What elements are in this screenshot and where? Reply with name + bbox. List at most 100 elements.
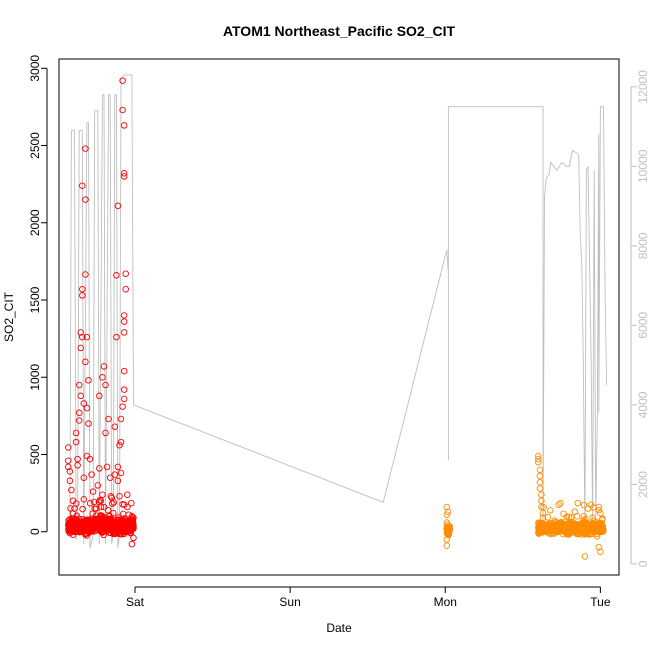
data-point bbox=[110, 499, 118, 506]
data-point bbox=[119, 510, 127, 518]
data-point bbox=[581, 553, 589, 560]
data-point bbox=[80, 525, 87, 533]
data-point bbox=[562, 518, 570, 525]
data-point bbox=[580, 512, 588, 520]
data-point bbox=[565, 513, 573, 521]
data-point bbox=[100, 363, 108, 370]
altitude-line bbox=[69, 74, 608, 549]
data-point bbox=[89, 488, 97, 495]
data-point bbox=[545, 527, 552, 535]
data-point bbox=[67, 527, 74, 535]
data-point bbox=[120, 122, 128, 129]
series-layer bbox=[65, 77, 607, 560]
y-tick-label: 3000 bbox=[28, 55, 42, 82]
data-point bbox=[99, 374, 106, 381]
data-point bbox=[114, 477, 122, 485]
data-point bbox=[83, 404, 91, 412]
data-point bbox=[567, 514, 575, 521]
x-tick-label: Sun bbox=[279, 595, 300, 609]
data-point bbox=[82, 145, 89, 152]
data-point bbox=[114, 463, 122, 471]
data-point bbox=[536, 466, 544, 474]
data-point bbox=[80, 496, 88, 503]
x-tick-label: Tue bbox=[590, 595, 611, 609]
data-point bbox=[100, 517, 108, 524]
y2-tick-label: 8000 bbox=[636, 232, 650, 259]
data-point bbox=[82, 196, 89, 203]
data-point bbox=[94, 482, 102, 489]
data-point bbox=[555, 501, 562, 508]
data-point bbox=[121, 501, 128, 508]
y2-tick-label: 12000 bbox=[636, 70, 650, 104]
data-point bbox=[116, 492, 123, 500]
data-point bbox=[536, 529, 543, 536]
x-tick-label: Sat bbox=[126, 595, 145, 609]
data-point bbox=[82, 271, 89, 278]
data-point bbox=[73, 500, 80, 507]
data-point bbox=[538, 491, 545, 498]
y-tick-label: 2500 bbox=[28, 132, 42, 159]
data-point bbox=[580, 526, 588, 533]
data-point bbox=[120, 312, 128, 319]
data-point bbox=[82, 358, 89, 366]
data-point bbox=[90, 498, 98, 506]
data-point bbox=[579, 526, 587, 534]
data-point bbox=[97, 503, 105, 511]
data-point bbox=[120, 367, 128, 375]
data-point bbox=[128, 540, 136, 548]
data-point bbox=[72, 429, 80, 437]
y2-tick-label: 2000 bbox=[636, 471, 650, 498]
altitude-line-layer bbox=[69, 74, 608, 549]
data-point bbox=[91, 516, 99, 523]
data-point bbox=[573, 530, 581, 538]
data-point bbox=[120, 170, 128, 177]
data-point bbox=[67, 505, 74, 512]
data-point bbox=[119, 403, 126, 410]
data-point bbox=[113, 272, 120, 279]
data-point bbox=[68, 486, 75, 494]
data-point bbox=[580, 501, 588, 509]
data-point bbox=[77, 329, 84, 336]
data-point bbox=[102, 429, 109, 437]
data-point bbox=[120, 173, 128, 180]
data-point bbox=[536, 485, 544, 492]
series-1 bbox=[65, 77, 137, 548]
data-point bbox=[596, 521, 604, 529]
data-point bbox=[444, 508, 452, 516]
data-point bbox=[117, 438, 125, 446]
y2-tick-label: 10000 bbox=[636, 149, 650, 183]
data-point bbox=[538, 497, 545, 505]
data-point bbox=[77, 392, 84, 400]
y-axis-label: SO2_CIT bbox=[2, 291, 16, 342]
data-point bbox=[111, 471, 119, 478]
data-point bbox=[85, 420, 92, 427]
data-point bbox=[445, 528, 453, 535]
data-point bbox=[89, 510, 96, 517]
data-point bbox=[124, 491, 131, 498]
data-point bbox=[574, 499, 582, 507]
data-point bbox=[83, 333, 91, 341]
data-point bbox=[550, 522, 557, 529]
axes-layer: 0 500 1000 1500 2000 2500 3000 0 2000 4000 6000 800… bbox=[28, 55, 650, 609]
y-tick-label: 1000 bbox=[28, 364, 42, 391]
data-point bbox=[567, 527, 574, 534]
series-2 bbox=[443, 452, 607, 560]
data-point bbox=[80, 400, 88, 407]
data-point bbox=[99, 491, 106, 498]
data-point bbox=[86, 500, 94, 507]
data-point bbox=[96, 392, 103, 400]
data-point bbox=[593, 530, 601, 538]
data-point bbox=[119, 106, 126, 114]
data-point bbox=[75, 381, 83, 389]
data-point bbox=[80, 474, 88, 481]
data-point bbox=[112, 524, 120, 531]
data-point bbox=[73, 525, 81, 532]
data-point bbox=[536, 472, 544, 480]
data-point bbox=[65, 463, 72, 471]
data-point bbox=[117, 469, 125, 477]
data-point bbox=[72, 438, 80, 446]
data-point bbox=[128, 499, 135, 507]
data-point bbox=[88, 471, 95, 478]
data-point bbox=[536, 479, 544, 486]
